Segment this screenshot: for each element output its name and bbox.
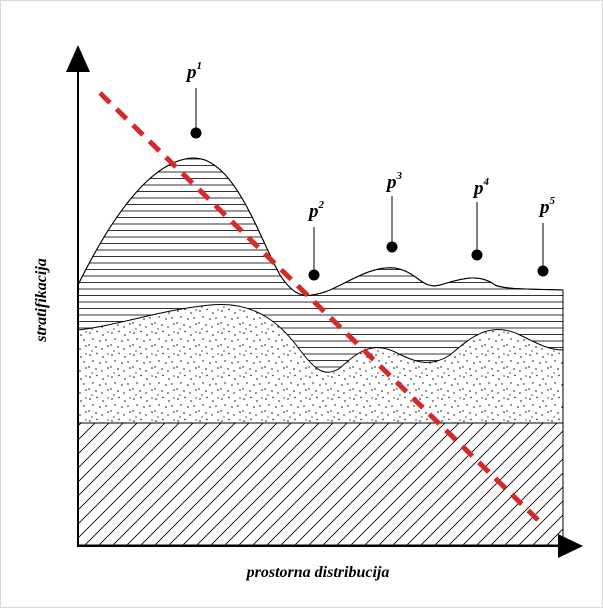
point-marker [190, 127, 202, 139]
y-axis-label: stratifikacija [33, 258, 50, 343]
x-axis-label: prostorna distribucija [245, 564, 390, 581]
point-label: p [538, 197, 550, 218]
point-marker [471, 249, 483, 261]
point-p1: p1 [185, 60, 202, 139]
svg-text:p5: p5 [538, 195, 556, 218]
point-label: p [472, 178, 484, 199]
svg-text:p1: p1 [185, 60, 202, 83]
point-p5: p5 [537, 195, 556, 277]
bottom-hatched-stratum [77, 422, 564, 546]
point-superscript: 5 [550, 195, 556, 207]
point-label: p [307, 201, 319, 222]
upper-surface-line [77, 157, 564, 296]
point-marker [386, 241, 398, 253]
point-marker [537, 265, 549, 277]
y-axis-arrow [66, 45, 90, 72]
middle-dotted-stratum [78, 304, 563, 423]
trend-line [98, 91, 540, 522]
point-p4: p4 [471, 176, 490, 261]
x-axis-arrow [558, 534, 583, 558]
svg-text:p4: p4 [472, 176, 490, 199]
svg-text:p3: p3 [385, 170, 403, 193]
point-p2: p2 [307, 199, 325, 281]
point-label: p [385, 172, 397, 193]
svg-text:p2: p2 [307, 199, 325, 222]
point-superscript: 2 [318, 199, 325, 211]
point-p3: p3 [385, 170, 403, 253]
point-marker [308, 269, 320, 281]
point-superscript: 1 [197, 60, 203, 72]
point-label: p [185, 62, 197, 83]
point-superscript: 3 [396, 170, 403, 182]
point-superscript: 4 [483, 176, 490, 188]
